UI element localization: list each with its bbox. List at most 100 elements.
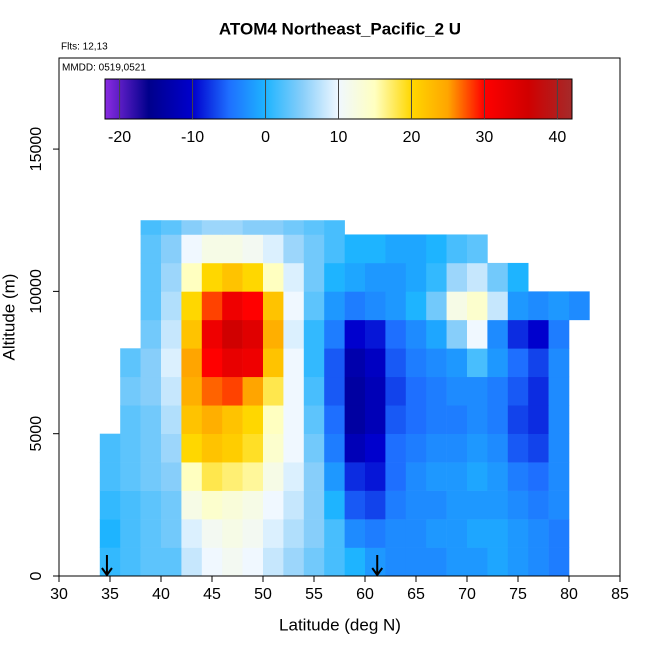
heat-cell [242, 234, 264, 264]
heat-cell [222, 234, 243, 264]
heat-cell [120, 547, 141, 577]
heat-cell [324, 262, 345, 292]
heat-cell [161, 405, 182, 434]
heat-cell [507, 262, 529, 292]
heat-cell [507, 519, 529, 548]
heat-cell [120, 405, 141, 434]
heat-cell [405, 262, 427, 292]
heat-cell [426, 319, 447, 349]
heat-cell [344, 262, 366, 292]
heat-cell [405, 547, 427, 577]
heat-cell [324, 547, 345, 577]
heat-cell [161, 262, 182, 292]
colorbar-tick-label: -20 [108, 129, 131, 146]
heat-cell [385, 348, 407, 378]
colorbar-tick-label: 20 [403, 129, 421, 146]
heat-cell [528, 291, 549, 321]
heat-cell [222, 291, 243, 321]
heat-cell [263, 376, 284, 406]
heat-cell [222, 547, 243, 577]
heat-cell [507, 291, 529, 321]
heat-cell [222, 519, 243, 548]
heat-cell [181, 433, 203, 463]
heat-cell [303, 319, 325, 349]
heat-cell [385, 234, 407, 264]
heat-cell [548, 490, 570, 520]
heat-cell [263, 234, 284, 264]
y-tick-label: 0 [28, 571, 45, 580]
heat-cell [467, 234, 488, 264]
heat-cell [507, 348, 529, 378]
heat-cell [528, 433, 549, 463]
x-tick-label: 55 [305, 586, 323, 603]
heat-cell [181, 291, 203, 321]
heat-cell [446, 433, 468, 463]
heat-cell [467, 490, 488, 520]
heat-cell [201, 462, 223, 491]
heat-cell [222, 433, 243, 463]
heat-cell [283, 262, 305, 292]
heat-cell [99, 547, 121, 577]
x-axis-label: Latitude (deg N) [279, 615, 401, 634]
heat-cell [385, 376, 407, 406]
heat-cell [140, 319, 162, 349]
heat-cell [528, 462, 549, 491]
heat-cell [365, 348, 386, 378]
heat-cell [365, 234, 386, 264]
heat-cell [181, 462, 203, 491]
heat-cell [507, 405, 529, 434]
heat-cell [283, 234, 305, 264]
heat-cell [324, 462, 345, 491]
heat-cell [181, 376, 203, 406]
heat-cell [303, 462, 325, 491]
heat-cell [385, 433, 407, 463]
heat-cell [365, 519, 386, 548]
heat-cell [283, 405, 305, 434]
heat-cell [181, 547, 203, 577]
heat-cell [201, 234, 223, 264]
heat-cell [426, 376, 447, 406]
x-tick-label: 75 [509, 586, 527, 603]
heat-cell [120, 348, 141, 378]
heat-cell [263, 462, 284, 491]
heat-cell [222, 405, 243, 434]
heat-cell [242, 490, 264, 520]
heat-cell [99, 433, 121, 463]
heat-cell [222, 262, 243, 292]
heat-cell [548, 547, 570, 577]
heat-cell [324, 433, 345, 463]
heat-cell [222, 376, 243, 406]
heat-cell [548, 348, 570, 378]
heat-cell [507, 547, 529, 577]
heat-cell [120, 490, 141, 520]
x-tick-label: 80 [560, 586, 578, 603]
heat-cell [487, 348, 509, 378]
heat-cell [324, 234, 345, 264]
plot-frame [58, 57, 621, 577]
heat-cell [181, 519, 203, 548]
heat-cell [385, 405, 407, 434]
heat-cell [528, 405, 549, 434]
heat-cell [181, 220, 203, 235]
heat-cell [405, 433, 427, 463]
heat-cell [222, 348, 243, 378]
heat-cell [242, 462, 264, 491]
heat-cell [242, 519, 264, 548]
heat-cell [161, 462, 182, 491]
heat-cell [344, 291, 366, 321]
heat-cell [467, 433, 488, 463]
heat-cell [140, 405, 162, 434]
heat-cell [181, 319, 203, 349]
heat-cell [140, 291, 162, 321]
heat-cell [446, 376, 468, 406]
heat-cell [365, 490, 386, 520]
heat-cell [344, 462, 366, 491]
heat-cell [467, 376, 488, 406]
heat-cell [446, 291, 468, 321]
heat-cell [426, 433, 447, 463]
heat-cell [242, 291, 264, 321]
heat-cell [324, 376, 345, 406]
heat-cell [222, 490, 243, 520]
heat-cell [487, 519, 509, 548]
heat-cell [405, 490, 427, 520]
